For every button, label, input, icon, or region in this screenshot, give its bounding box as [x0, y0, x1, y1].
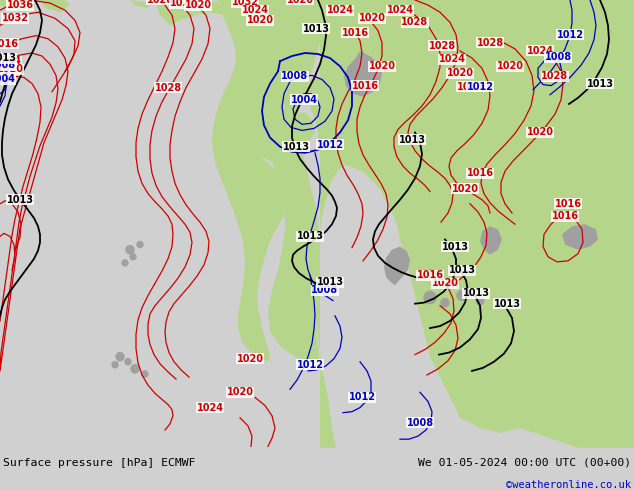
Circle shape	[476, 296, 484, 305]
Circle shape	[131, 365, 139, 373]
Text: 1028: 1028	[155, 83, 181, 93]
Text: 1024: 1024	[0, 56, 22, 66]
Circle shape	[457, 291, 467, 300]
Text: 1032: 1032	[231, 0, 259, 7]
Text: 1008: 1008	[311, 285, 339, 295]
Polygon shape	[344, 51, 382, 97]
Polygon shape	[40, 0, 70, 12]
Text: 1013: 1013	[297, 231, 323, 242]
Polygon shape	[480, 226, 502, 255]
Text: ©weatheronline.co.uk: ©weatheronline.co.uk	[506, 480, 631, 490]
Text: 1016: 1016	[342, 27, 368, 38]
Text: 1020: 1020	[432, 278, 458, 288]
Text: 1024: 1024	[242, 5, 269, 15]
Text: 1016: 1016	[467, 168, 493, 178]
Text: 1024: 1024	[439, 54, 465, 64]
Polygon shape	[300, 81, 312, 97]
Text: 1016: 1016	[351, 80, 378, 91]
Text: 1008: 1008	[0, 60, 16, 70]
Text: 1013: 1013	[493, 299, 521, 309]
Text: 1004: 1004	[0, 74, 15, 84]
Text: 1020: 1020	[496, 61, 524, 71]
Text: 1020: 1020	[358, 13, 385, 24]
Text: 1013: 1013	[586, 78, 614, 89]
Text: 1013: 1013	[399, 135, 425, 145]
Circle shape	[126, 245, 134, 254]
Text: 1013: 1013	[448, 265, 476, 275]
Text: 1032: 1032	[1, 13, 29, 24]
Text: 1013: 1013	[441, 242, 469, 251]
Polygon shape	[245, 0, 320, 367]
Circle shape	[142, 371, 148, 377]
Text: 1020: 1020	[368, 61, 396, 71]
Text: 1016: 1016	[0, 39, 18, 49]
Polygon shape	[314, 0, 634, 448]
Polygon shape	[130, 0, 155, 8]
Text: 1028: 1028	[401, 18, 429, 27]
Text: 1020: 1020	[184, 0, 212, 10]
Text: 1008: 1008	[406, 418, 434, 428]
Text: 1020: 1020	[446, 69, 474, 78]
Text: 1020: 1020	[287, 0, 313, 5]
Circle shape	[137, 242, 143, 247]
Text: 1016: 1016	[456, 82, 484, 92]
Text: 1020: 1020	[0, 64, 23, 74]
Text: 1028: 1028	[429, 41, 456, 51]
Polygon shape	[288, 112, 315, 153]
Text: 1024: 1024	[327, 5, 354, 15]
Text: 1028: 1028	[476, 38, 503, 48]
Text: 1013: 1013	[6, 195, 34, 205]
Circle shape	[130, 254, 136, 260]
Text: 1013: 1013	[302, 24, 330, 33]
Circle shape	[424, 292, 436, 304]
Circle shape	[441, 298, 449, 307]
Circle shape	[122, 260, 128, 266]
Circle shape	[116, 353, 124, 361]
Text: 1036: 1036	[6, 0, 34, 10]
Text: 1016: 1016	[417, 270, 444, 280]
Text: 1020: 1020	[451, 184, 479, 194]
Text: 1004: 1004	[290, 95, 318, 105]
Polygon shape	[155, 0, 270, 25]
Polygon shape	[562, 224, 598, 249]
Text: 1020: 1020	[247, 15, 273, 25]
Text: 1020: 1020	[236, 354, 264, 364]
Text: 1024: 1024	[387, 5, 413, 15]
Text: We 01-05-2024 00:00 UTC (00+00): We 01-05-2024 00:00 UTC (00+00)	[418, 458, 631, 468]
Text: 1024: 1024	[197, 403, 224, 413]
Text: 1016: 1016	[555, 199, 581, 209]
Polygon shape	[325, 61, 388, 147]
Text: 1013: 1013	[462, 289, 489, 298]
Text: 1013: 1013	[0, 53, 16, 63]
Text: 1024: 1024	[169, 0, 197, 8]
Polygon shape	[305, 76, 340, 143]
Text: 1012: 1012	[316, 140, 344, 149]
Text: 1012: 1012	[467, 82, 493, 92]
Text: 1024: 1024	[526, 46, 553, 56]
Text: Surface pressure [hPa] ECMWF: Surface pressure [hPa] ECMWF	[3, 458, 196, 468]
Text: 1020: 1020	[526, 127, 553, 138]
Text: 1012: 1012	[557, 30, 583, 40]
Text: 1008: 1008	[545, 52, 572, 62]
Text: 1028: 1028	[541, 72, 569, 81]
Polygon shape	[212, 0, 295, 362]
Text: 1020: 1020	[226, 387, 254, 397]
Text: 1028: 1028	[146, 0, 174, 5]
Text: 1013: 1013	[283, 142, 309, 152]
Text: 1008: 1008	[281, 72, 309, 81]
Text: 1012: 1012	[297, 360, 323, 370]
Polygon shape	[0, 0, 35, 12]
Circle shape	[125, 359, 131, 365]
Text: 1012: 1012	[349, 392, 375, 402]
Text: 1016: 1016	[552, 211, 578, 221]
Polygon shape	[384, 246, 410, 285]
Circle shape	[112, 362, 118, 368]
Text: 1013: 1013	[316, 277, 344, 287]
